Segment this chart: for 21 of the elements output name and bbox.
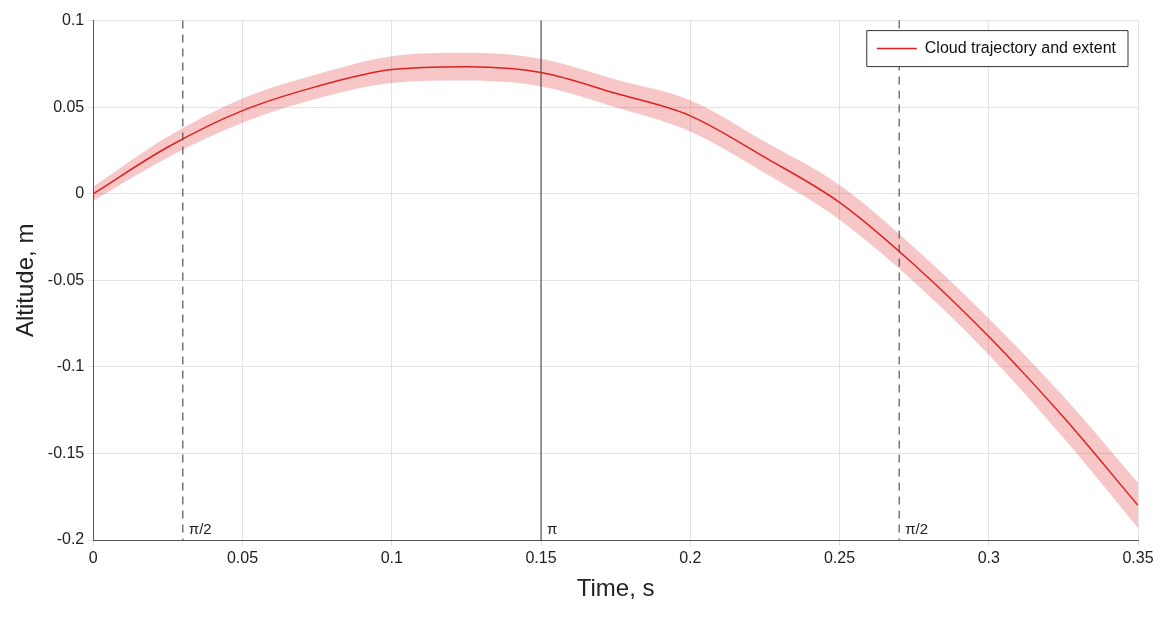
x-tick-label: 0.3	[977, 549, 1000, 567]
x-tick-label: 0	[88, 549, 98, 567]
x-tick-label: 0.25	[823, 549, 856, 567]
x-tick-label: 0.05	[226, 549, 259, 567]
y-tick-label: 0	[75, 184, 85, 202]
y-tick-label: 0.05	[53, 97, 85, 115]
x-tick-label: 0.1	[380, 549, 403, 567]
x-tick-label: 0.2	[679, 549, 702, 567]
y-tick-label: -0.05	[47, 270, 85, 288]
ref-line-label: π/2	[905, 519, 929, 537]
x-axis-title: Time, s	[576, 574, 655, 602]
y-tick-label: -0.15	[47, 443, 85, 461]
y-tick-label: -0.2	[56, 530, 85, 548]
x-tick-label: 0.35	[1122, 549, 1154, 567]
y-tick-label: 0.1	[62, 11, 85, 29]
legend-label: Cloud trajectory and extent	[924, 39, 1117, 57]
ref-line-label: π	[547, 519, 558, 537]
x-tick-label: 0.15	[525, 549, 557, 567]
y-axis-title: Altitude, m	[11, 223, 39, 337]
y-tick-label: -0.1	[56, 357, 85, 375]
ref-line-label: π/2	[188, 519, 212, 537]
